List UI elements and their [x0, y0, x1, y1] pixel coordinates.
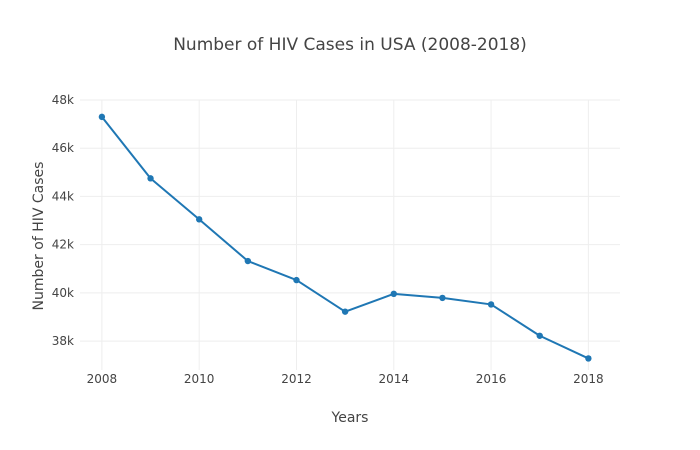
- x-axis-ticks: 2008 2010 2012 2014 2016 2018: [87, 372, 604, 386]
- data-point[interactable]: [341, 308, 349, 315]
- chart-title: Number of HIV Cases in USA (2008-2018): [173, 35, 527, 55]
- x-tick-label: 2016: [476, 372, 507, 386]
- x-axis-label: Years: [331, 410, 369, 426]
- x-tick-label: 2014: [379, 372, 410, 386]
- x-tick-label: 2008: [87, 372, 118, 386]
- data-point[interactable]: [98, 113, 106, 121]
- data-point[interactable]: [439, 294, 446, 302]
- data-point[interactable]: [487, 301, 495, 308]
- data-point[interactable]: [147, 175, 154, 182]
- series-layer: [98, 113, 592, 362]
- data-point[interactable]: [585, 355, 592, 362]
- data-point[interactable]: [195, 216, 203, 223]
- y-tick-label: 44k: [52, 189, 74, 203]
- data-point[interactable]: [390, 290, 397, 298]
- y-tick-label: 38k: [52, 334, 74, 348]
- data-point[interactable]: [244, 257, 252, 265]
- data-point[interactable]: [293, 276, 300, 284]
- y-tick-label: 40k: [52, 286, 74, 300]
- grid: [80, 99, 620, 370]
- y-axis-ticks: 38k 40k 42k 44k 46k 48k: [52, 93, 74, 348]
- y-axis-label: Number of HIV Cases: [31, 162, 47, 311]
- x-tick-label: 2010: [184, 372, 215, 386]
- data-point[interactable]: [536, 332, 543, 339]
- x-tick-label: 2018: [573, 372, 604, 386]
- x-tick-label: 2012: [281, 372, 312, 386]
- y-tick-label: 42k: [52, 238, 74, 252]
- series-line: [101, 116, 589, 360]
- y-tick-label: 48k: [52, 93, 74, 107]
- y-tick-label: 46k: [52, 141, 74, 155]
